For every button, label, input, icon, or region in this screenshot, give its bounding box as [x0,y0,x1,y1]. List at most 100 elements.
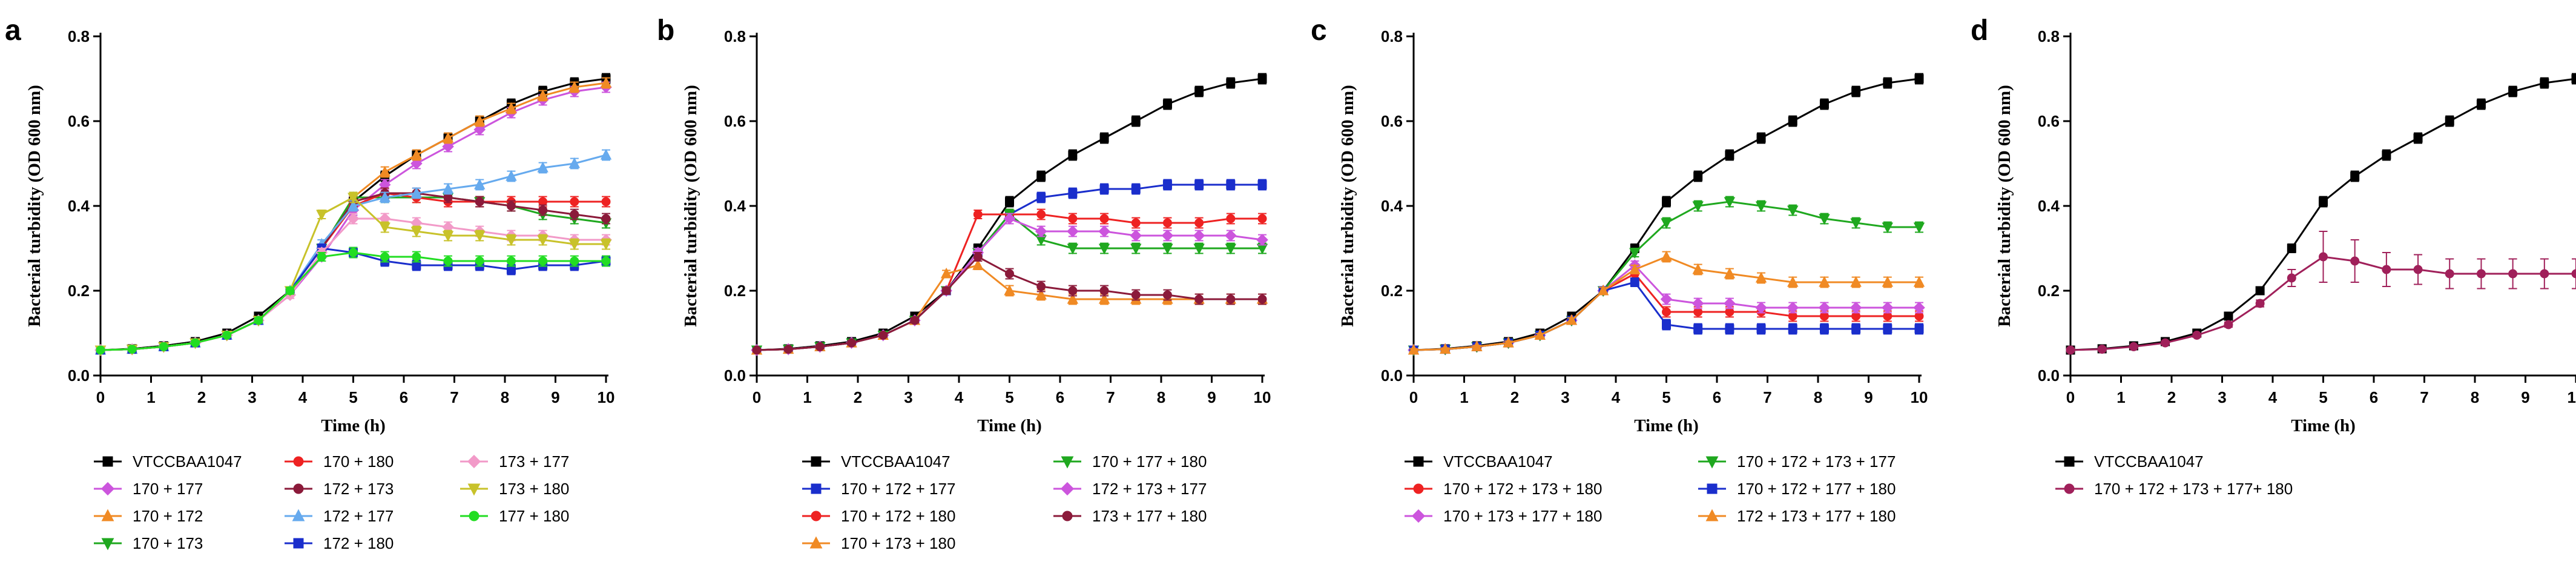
data-point [1226,214,1236,223]
data-point [1756,324,1766,334]
legend-label: 177 + 180 [499,507,569,525]
legend-item: 172 + 173 + 177 + 180 [1698,507,1896,525]
legend-marker [1705,509,1719,521]
x-tick-label: 9 [1207,388,1216,406]
x-tick-label: 2 [2167,388,2176,406]
legend-marker [102,456,113,467]
x-tick-label: 4 [1612,388,1621,406]
data-point [1035,288,1047,300]
y-tick-label: 0.2 [68,282,90,300]
x-tick-label: 6 [1713,388,1721,406]
legend-marker [2064,456,2075,467]
legend-label: 172 + 180 [323,534,394,552]
legend-item: 170 + 172 + 177 [802,480,955,498]
y-axis-title: Bacterial turbidity (OD 600 nm) [681,85,700,327]
data-point [1194,180,1204,190]
y-tick-label: 0.8 [724,27,746,45]
data-point [506,102,517,113]
legend-label: 170 + 172 + 173 + 177 [1737,452,1896,471]
legend-label: 170 + 173 + 180 [841,534,955,552]
legend-marker [1061,456,1074,469]
data-point [1099,286,1109,296]
data-point [443,256,453,266]
data-point [410,148,423,160]
data-point [442,141,454,153]
legend-marker [2064,483,2075,494]
data-point [1882,276,1894,287]
legend-label: VTCCBAA1047 [133,452,242,471]
data-point [506,170,517,181]
legend-item: 170 + 172 + 173 + 180 [1405,480,1602,498]
legend-item: 170 + 180 [285,452,394,471]
y-axis-title: Bacterial turbidity (OD 600 nm) [25,85,44,327]
data-point [2350,256,2360,266]
data-point [410,227,423,238]
data-point [1131,290,1141,300]
data-point [1913,222,1925,234]
x-tick-label: 10 [1911,388,1928,406]
y-tick-label: 0.6 [2038,112,2060,130]
panel-letter: c [1311,15,1327,47]
data-point [1788,116,1797,126]
x-tick-label: 10 [1254,388,1271,406]
x-tick-label: 9 [551,388,559,406]
legend-label: 170 + 177 + 180 [1092,452,1207,471]
data-point [1130,230,1142,242]
x-tick-label: 10 [598,388,615,406]
x-tick-label: 7 [2420,388,2428,406]
legend-item: 170 + 173 + 180 [802,534,955,552]
data-point [1036,193,1046,202]
data-point [1036,210,1046,219]
data-point [379,191,390,202]
data-point [2255,299,2265,308]
data-point [1913,276,1925,287]
y-tick-label: 0.8 [1381,27,1403,45]
series-10 [96,246,611,355]
legend-label: 170 + 172 + 177 + 180 [1737,480,1896,498]
data-point [1193,230,1205,242]
legend-marker [811,511,822,521]
series-line [756,217,1263,351]
legend-item: 177 + 180 [460,507,569,525]
y-tick-label: 0.4 [68,197,90,215]
y-tick-label: 0.0 [68,366,90,385]
data-point [379,222,390,234]
legend-marker [1411,509,1426,523]
legend-marker [1062,511,1073,521]
legend-item: 170 + 172 [94,507,203,525]
data-point [410,157,423,170]
data-point [2287,243,2296,253]
legend-item: 172 + 173 [285,480,394,498]
data-point [1882,302,1894,314]
data-point [878,331,888,340]
data-point [2571,74,2576,84]
data-point [600,76,612,88]
x-tick-label: 2 [854,388,862,406]
x-tick-label: 0 [96,388,105,406]
data-point [2066,345,2075,355]
data-point [1914,74,1924,84]
data-point [1755,271,1767,283]
data-point [2129,342,2138,351]
data-point [570,197,579,207]
data-point [1003,213,1016,225]
data-point [1131,116,1141,126]
legend-label: 170 + 173 [133,534,203,552]
x-tick-label: 7 [1106,388,1115,406]
data-point [815,342,825,351]
data-point [2508,87,2518,96]
series-6 [752,252,1267,355]
data-point [1005,197,1014,207]
legend-item: VTCCBAA1047 [802,452,950,471]
data-point [570,210,579,219]
y-tick-label: 0.6 [1381,112,1403,130]
data-point [1725,324,1734,334]
legend-marker [811,483,822,494]
data-point [941,286,951,296]
data-point [1787,205,1799,217]
data-point [538,205,548,215]
data-point [2319,197,2328,207]
y-tick-label: 0.0 [724,366,746,385]
x-tick-label: 1 [803,388,811,406]
x-tick-label: 5 [1662,388,1670,406]
